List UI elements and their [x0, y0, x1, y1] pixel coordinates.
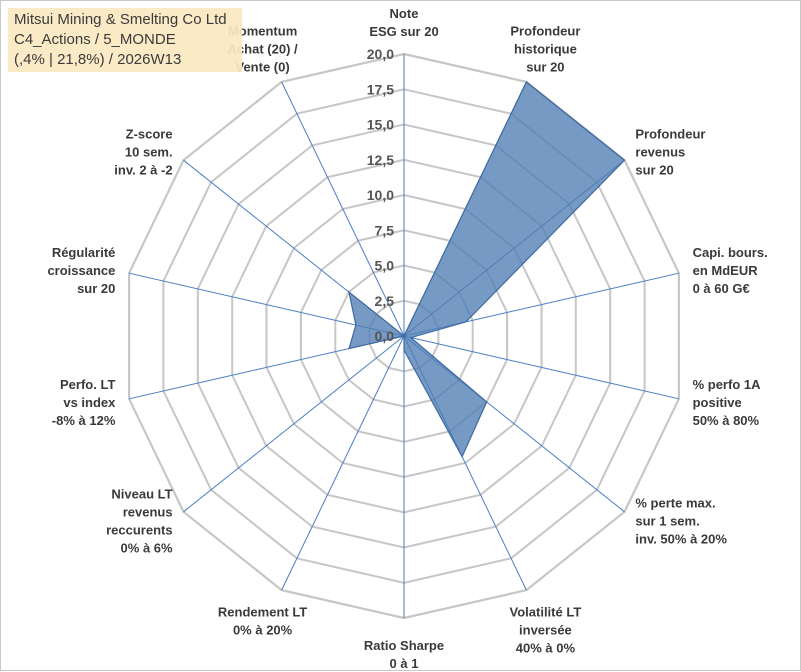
tick-label: 17,5	[367, 81, 394, 97]
portfolio-label: C4_Actions / 5_MONDE	[14, 31, 176, 48]
tick-label: 12,5	[367, 152, 394, 168]
tick-label: 0,0	[375, 328, 395, 344]
spoke-4	[403, 335, 680, 400]
tick-label: 15,0	[367, 117, 394, 133]
period-label: (,4% | 21,8%) / 2026W13	[14, 51, 182, 68]
spoke-13	[281, 81, 405, 337]
axis-label-4: % perfo 1A positive 50% à 80%	[693, 377, 762, 428]
radar-series	[347, 80, 626, 459]
axis-label-8: Rendement LT 0% à 20%	[218, 605, 307, 638]
radar-tick-labels: 0,0 2,5 5,0 7,5 10,0 12,5 15,0 17,5 20,0	[367, 46, 394, 344]
axis-label-1: Profondeur historique sur 20	[510, 23, 580, 74]
tick-label: 20,0	[367, 46, 394, 62]
axis-label-3: Capi. bours. en MdEUR 0 à 60 G€	[693, 245, 768, 296]
tick-label: 10,0	[367, 187, 394, 203]
radar-axis-labels: Note ESG sur 20 Profondeur historique sur 20…	[47, 6, 767, 671]
company-name: Mitsui Mining & Smelting Co Ltd	[14, 11, 227, 28]
axis-label-9: Niveau LT revenus reccurents 0% à 6%	[106, 487, 173, 556]
series-area	[347, 80, 626, 459]
axis-label-13: Momentum Achat (20) / Vente (0)	[228, 23, 298, 74]
axis-label-7: Ratio Sharpe 0 à 1	[364, 638, 444, 671]
spoke-9	[183, 335, 405, 513]
axis-label-11: Régularité croissance sur 20	[47, 245, 115, 296]
spoke-8	[281, 335, 405, 591]
chart-title-box: Mitsui Mining & Smelting Co Ltd C4_Actio…	[8, 8, 242, 72]
tick-label: 2,5	[375, 293, 395, 309]
axis-label-2: Profondeur revenus sur 20	[635, 126, 705, 177]
axis-label-10: Perfo. LT vs index -8% à 12%	[52, 377, 116, 428]
tick-label: 5,0	[375, 258, 395, 274]
axis-label-0: Note ESG sur 20	[369, 6, 438, 39]
tick-label: 7,5	[375, 222, 395, 238]
axis-label-12: Z-score 10 sem. inv. 2 à -2	[114, 126, 172, 177]
axis-label-6: Volatilité LT inversée 40% à 0%	[510, 605, 582, 656]
axis-label-5: % perte max. sur 1 sem. inv. 50% à 20%	[635, 496, 727, 547]
